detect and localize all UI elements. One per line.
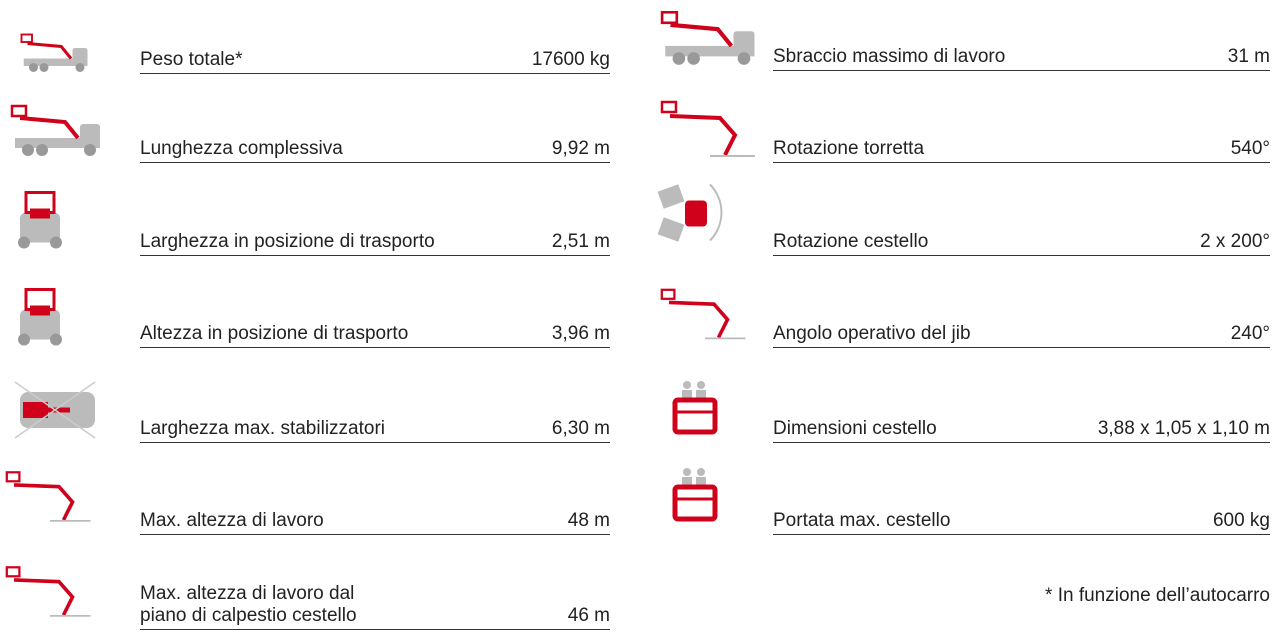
spec-row: Portata max. cestello 600 kg bbox=[773, 510, 1270, 535]
spec-label-line: piano di calpestio cestello bbox=[140, 605, 357, 626]
spec-label: Lunghezza complessiva bbox=[140, 138, 343, 159]
spec-row: Max. altezza di lavoro 48 m bbox=[140, 510, 610, 535]
spec-value: 3,96 m bbox=[551, 323, 610, 344]
spec-label: Altezza in posizione di trasporto bbox=[140, 323, 409, 344]
spec-label: Larghezza max. stabilizzatori bbox=[140, 418, 385, 439]
spec-label: Max. altezza di lavoro bbox=[140, 510, 324, 531]
spec-row: Dimensioni cestello 3,88 x 1,05 x 1,10 m bbox=[773, 418, 1270, 443]
spec-value: 2 x 200° bbox=[1200, 231, 1270, 252]
spec-value: 17600 kg bbox=[531, 49, 610, 70]
spec-value: 46 m bbox=[567, 605, 610, 626]
spec-row: Sbraccio massimo di lavoro 31 m bbox=[773, 46, 1270, 71]
spec-value: 9,92 m bbox=[551, 138, 610, 159]
spec-row: Peso totale* 17600 kg bbox=[140, 49, 610, 74]
spec-row: Rotazione cestello 2 x 200° bbox=[773, 231, 1270, 256]
spec-value: 6,30 m bbox=[551, 418, 610, 439]
spec-label: Rotazione torretta bbox=[773, 138, 925, 159]
spec-value: 600 kg bbox=[1212, 510, 1270, 531]
spec-value: 31 m bbox=[1227, 46, 1270, 67]
spec-label: Max. altezza di lavoro dal piano di calpe… bbox=[140, 583, 357, 627]
spec-label: Peso totale* bbox=[140, 49, 243, 70]
spec-row: Rotazione torretta 540° bbox=[773, 138, 1270, 163]
spec-row: Larghezza in posizione di trasporto 2,51 … bbox=[140, 231, 610, 256]
spec-row: Lunghezza complessiva 9,92 m bbox=[140, 138, 610, 163]
spec-value: 3,88 x 1,05 x 1,10 m bbox=[1097, 418, 1270, 439]
spec-label-line: Max. altezza di lavoro dal bbox=[140, 583, 355, 604]
spec-row: Altezza in posizione di trasporto 3,96 m bbox=[140, 323, 610, 348]
spec-value: 48 m bbox=[567, 510, 610, 531]
spec-label: Larghezza in posizione di trasporto bbox=[140, 231, 435, 252]
spec-value: 540° bbox=[1230, 138, 1270, 159]
spec-label: Dimensioni cestello bbox=[773, 418, 937, 439]
spec-value: 2,51 m bbox=[551, 231, 610, 252]
spec-row: Max. altezza di lavoro dal piano di calpe… bbox=[140, 583, 610, 630]
spec-label: Portata max. cestello bbox=[773, 510, 951, 531]
spec-label: Sbraccio massimo di lavoro bbox=[773, 46, 1006, 67]
footnote: * In funzione dell’autocarro bbox=[1045, 585, 1270, 606]
spec-label: Angolo operativo del jib bbox=[773, 323, 971, 344]
spec-row: Angolo operativo del jib 240° bbox=[773, 323, 1270, 348]
spec-value: 240° bbox=[1230, 323, 1270, 344]
spec-row: Larghezza max. stabilizzatori 6,30 m bbox=[140, 418, 610, 443]
spec-label: Rotazione cestello bbox=[773, 231, 929, 252]
